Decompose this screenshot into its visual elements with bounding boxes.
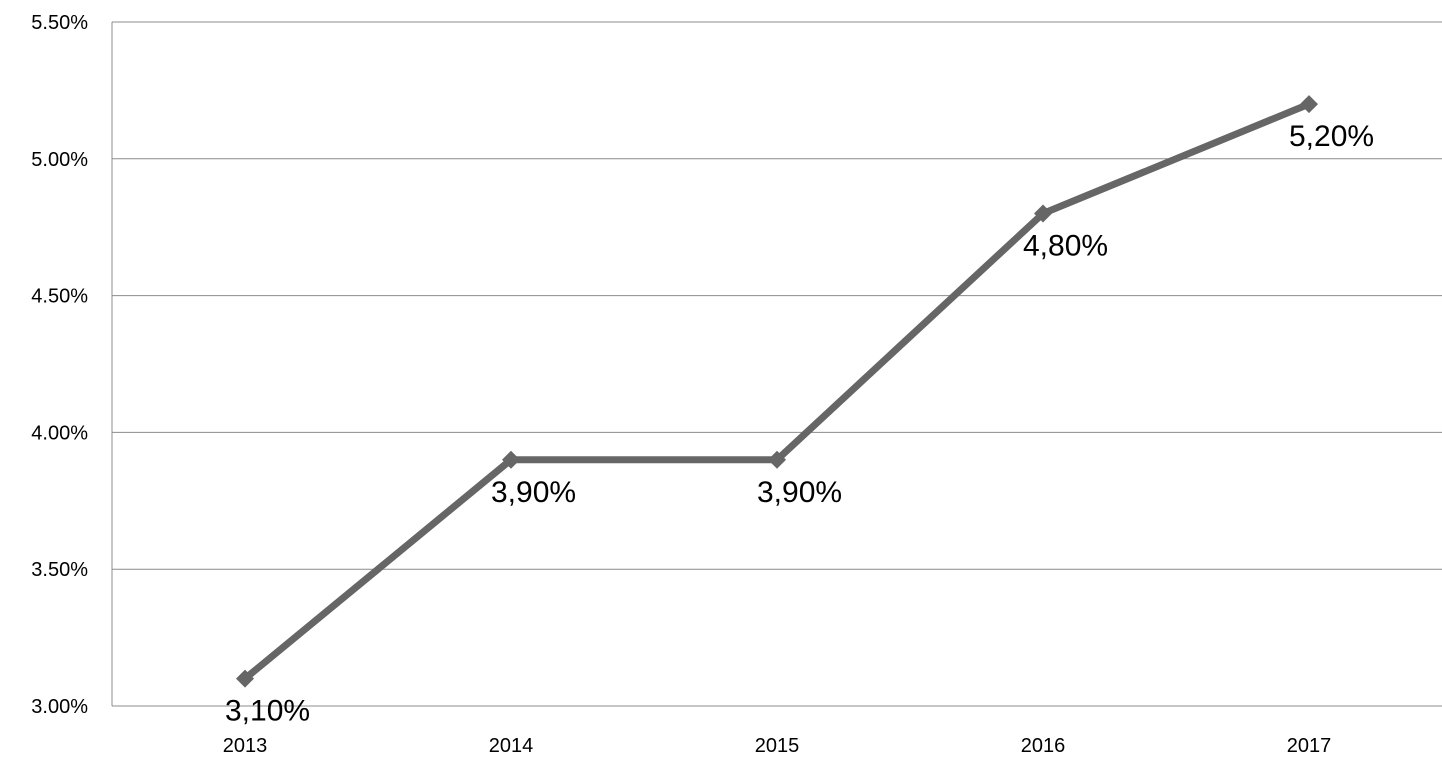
label-layer: 3,10% 3,90% 3,90% 4,80% 5,20% xyxy=(225,120,1374,728)
data-label: 5,20% xyxy=(1289,120,1374,153)
series-layer xyxy=(236,95,1318,688)
x-tick-label: 2014 xyxy=(489,735,534,757)
y-tick-label: 3.00% xyxy=(31,696,88,718)
x-tick-label: 2016 xyxy=(1021,735,1066,757)
grid-layer xyxy=(112,21,1442,570)
y-tick-label: 4.50% xyxy=(31,286,88,308)
x-tick-label: 2015 xyxy=(755,735,800,757)
x-tick-label: 2013 xyxy=(223,735,268,757)
axis-layer: 3.00% 3.50% 4.00% 4.50% 5.00% 5.50% 2013 2014 20… xyxy=(31,12,1442,757)
y-tick-label: 4.00% xyxy=(31,422,88,444)
y-tick-label: 5.00% xyxy=(31,149,88,171)
series-line xyxy=(241,100,1313,683)
data-label: 4,80% xyxy=(1023,230,1108,263)
y-tick-label: 5.50% xyxy=(31,12,88,34)
data-point-marker xyxy=(502,450,520,469)
data-point-marker xyxy=(768,450,786,469)
x-tick-label: 2017 xyxy=(1287,735,1332,757)
data-point-marker xyxy=(1300,95,1318,114)
data-label: 3,90% xyxy=(491,476,576,509)
data-point-marker xyxy=(1034,204,1052,223)
data-label: 3,10% xyxy=(225,695,310,728)
y-tick-label: 3.50% xyxy=(31,559,88,581)
data-label: 3,90% xyxy=(757,476,842,509)
data-point-marker xyxy=(236,669,254,688)
